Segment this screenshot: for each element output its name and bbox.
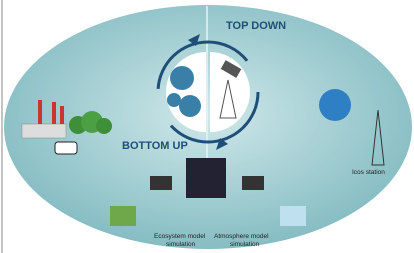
chimney	[38, 100, 42, 124]
gear-icon	[167, 93, 181, 107]
factory	[22, 124, 66, 138]
gear-icon	[170, 66, 194, 90]
tree	[96, 118, 112, 134]
gear-icon	[179, 95, 201, 117]
globe	[319, 89, 351, 121]
icos-label: Icos station	[352, 169, 385, 176]
server-rack	[186, 158, 226, 198]
computer	[150, 176, 172, 190]
atmosphere-tile	[280, 206, 306, 226]
chimney	[60, 106, 64, 124]
diagram: TOP DOWN BOTTOM UP Icos station Ecosyste…	[0, 0, 414, 253]
chimney	[52, 102, 56, 124]
computer	[242, 176, 264, 190]
bottom-up-label: BOTTOM UP	[122, 140, 188, 152]
cow	[55, 142, 77, 154]
top-down-label: TOP DOWN	[226, 20, 286, 32]
ecosystem-tile	[110, 206, 136, 226]
